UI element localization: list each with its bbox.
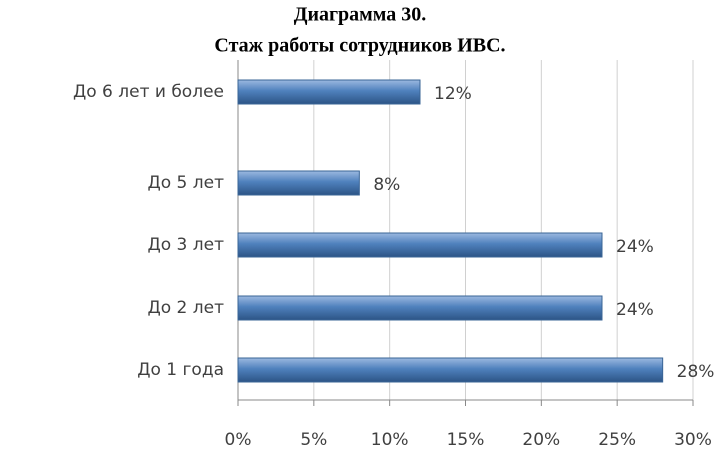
chart-subtitle: Стаж работы сотрудников ИВС. [214,35,505,57]
x-tick-label: 15% [447,430,485,450]
x-tick-label: 30% [674,430,712,450]
x-tick-label: 10% [371,430,409,450]
y-tick-label: До 5 лет [147,173,224,193]
data-label: 24% [616,237,654,257]
x-tick-label: 0% [225,430,252,450]
bar [237,79,421,105]
data-label: 8% [373,175,400,195]
chart-title: Диаграмма 30. [294,4,427,26]
y-tick-label: До 2 лет [147,298,224,318]
x-tick-label: 25% [598,430,636,450]
data-label: 24% [616,300,654,320]
y-tick-label: До 3 лет [147,235,224,255]
data-label: 28% [677,362,715,382]
bar [237,295,603,321]
data-label: 12% [434,84,472,104]
bar [237,170,360,196]
x-tick-label: 5% [300,430,327,450]
x-tick-label: 20% [522,430,560,450]
y-tick-label: До 1 года [137,360,224,380]
bar [237,357,664,383]
y-tick-label: До 6 лет и более [73,82,224,102]
bar [237,232,603,258]
